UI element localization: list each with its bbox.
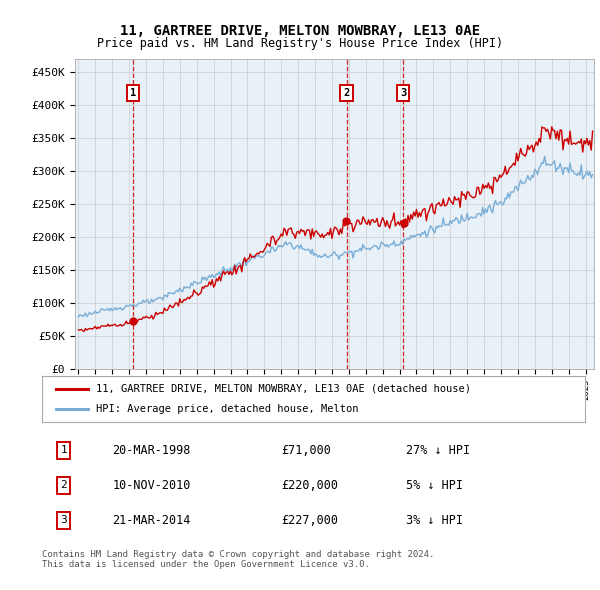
Text: 3: 3 bbox=[61, 515, 67, 525]
Text: HPI: Average price, detached house, Melton: HPI: Average price, detached house, Melt… bbox=[97, 404, 359, 414]
Text: 11, GARTREE DRIVE, MELTON MOWBRAY, LE13 0AE: 11, GARTREE DRIVE, MELTON MOWBRAY, LE13 … bbox=[120, 24, 480, 38]
Text: 27% ↓ HPI: 27% ↓ HPI bbox=[406, 444, 470, 457]
Text: 2: 2 bbox=[343, 88, 350, 98]
Text: 2: 2 bbox=[61, 480, 67, 490]
Text: 21-MAR-2014: 21-MAR-2014 bbox=[113, 514, 191, 527]
Text: Price paid vs. HM Land Registry's House Price Index (HPI): Price paid vs. HM Land Registry's House … bbox=[97, 37, 503, 50]
Text: 11, GARTREE DRIVE, MELTON MOWBRAY, LE13 0AE (detached house): 11, GARTREE DRIVE, MELTON MOWBRAY, LE13 … bbox=[97, 384, 472, 394]
Text: Contains HM Land Registry data © Crown copyright and database right 2024.
This d: Contains HM Land Registry data © Crown c… bbox=[42, 550, 434, 569]
Text: 1: 1 bbox=[61, 445, 67, 455]
Text: 20-MAR-1998: 20-MAR-1998 bbox=[113, 444, 191, 457]
Text: 5% ↓ HPI: 5% ↓ HPI bbox=[406, 478, 463, 492]
Text: £227,000: £227,000 bbox=[281, 514, 338, 527]
Text: £220,000: £220,000 bbox=[281, 478, 338, 492]
Text: 3% ↓ HPI: 3% ↓ HPI bbox=[406, 514, 463, 527]
Text: 1: 1 bbox=[130, 88, 136, 98]
Text: £71,000: £71,000 bbox=[281, 444, 331, 457]
Text: 3: 3 bbox=[400, 88, 406, 98]
Text: 10-NOV-2010: 10-NOV-2010 bbox=[113, 478, 191, 492]
